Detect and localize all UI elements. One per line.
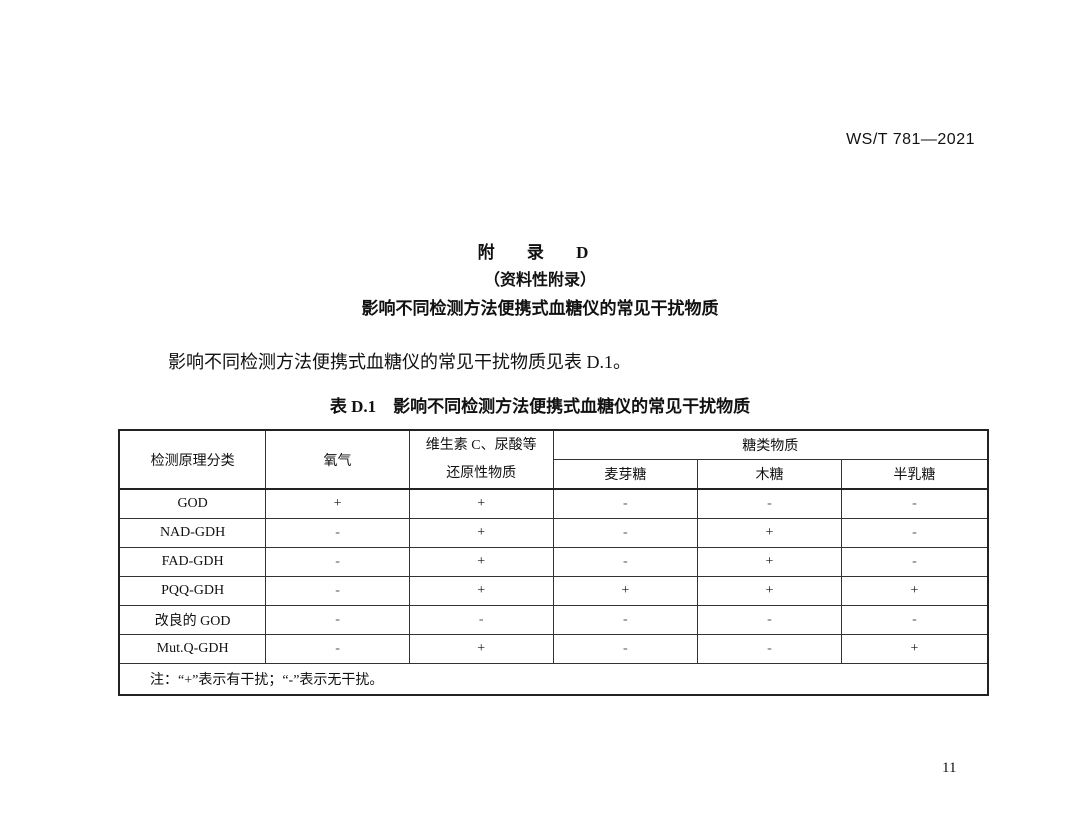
header-reducing-line1: 维生素 C、尿酸等 <box>425 437 537 453</box>
header-sugars: 糖类物质 <box>552 429 989 460</box>
interference-cell: - <box>697 488 842 519</box>
page-number: 11 <box>942 760 957 776</box>
header-galactose: 半乳糖 <box>840 459 989 490</box>
interference-cell: - <box>265 605 410 635</box>
interference-cell: - <box>265 576 410 606</box>
table-row: 改良的 GOD - - - - - <box>118 605 989 635</box>
interference-cell: - <box>408 605 554 635</box>
header-oxygen: 氧气 <box>265 429 410 490</box>
table-row: GOD + + - - - <box>118 488 989 519</box>
method-cell: NAD-GDH <box>118 518 267 548</box>
interference-cell: + <box>840 634 989 664</box>
interference-cell: + <box>697 547 842 577</box>
interference-cell: + <box>552 576 699 606</box>
interference-cell: - <box>265 634 410 664</box>
interference-cell: + <box>697 518 842 548</box>
interference-cell: + <box>840 576 989 606</box>
standard-number: WS/T 781—2021 <box>846 131 975 148</box>
interference-cell: - <box>552 518 699 548</box>
interference-cell: - <box>697 605 842 635</box>
interference-cell: + <box>408 547 554 577</box>
interference-cell: - <box>840 518 989 548</box>
header-reducing-line2: 还原性物质 <box>446 465 517 481</box>
interference-cell: - <box>840 488 989 519</box>
method-cell: 改良的 GOD <box>118 605 267 635</box>
header-method: 检测原理分类 <box>118 429 267 490</box>
table-row: PQQ-GDH - + + + + <box>118 576 989 606</box>
interference-cell: - <box>265 547 410 577</box>
intro-paragraph: 影响不同检测方法便携式血糖仪的常见干扰物质见表 D.1。 <box>168 352 631 372</box>
interference-table: 检测原理分类 氧气 维生素 C、尿酸等 还原性物质 糖类物质 麦芽糖 木糖 半乳… <box>118 429 989 696</box>
interference-cell: + <box>408 634 554 664</box>
interference-cell: + <box>697 576 842 606</box>
table-row: Mut.Q-GDH - + - - + <box>118 634 989 664</box>
interference-cell: - <box>840 547 989 577</box>
interference-cell: + <box>408 488 554 519</box>
interference-cell: + <box>408 518 554 548</box>
interference-cell: + <box>408 576 554 606</box>
interference-cell: - <box>552 547 699 577</box>
method-cell: FAD-GDH <box>118 547 267 577</box>
header-xylose: 木糖 <box>697 459 842 490</box>
appendix-subtitle: （资料性附录） <box>483 272 596 289</box>
interference-cell: - <box>697 634 842 664</box>
table-row: NAD-GDH - + - + - <box>118 518 989 548</box>
table-caption: 表 D.1 影响不同检测方法便携式血糖仪的常见干扰物质 <box>329 397 751 416</box>
appendix-title: 附 录 D <box>477 243 603 262</box>
interference-cell: - <box>552 605 699 635</box>
table-row: FAD-GDH - + - + - <box>118 547 989 577</box>
interference-cell: - <box>552 634 699 664</box>
interference-cell: - <box>265 518 410 548</box>
interference-cell: - <box>552 488 699 519</box>
method-cell: PQQ-GDH <box>118 576 267 606</box>
method-cell: GOD <box>118 488 267 519</box>
interference-cell: + <box>265 488 410 519</box>
interference-cell: - <box>840 605 989 635</box>
header-maltose: 麦芽糖 <box>552 459 699 490</box>
appendix-heading: 影响不同检测方法便携式血糖仪的常见干扰物质 <box>361 299 719 318</box>
header-reducing: 维生素 C、尿酸等 还原性物质 <box>408 429 554 490</box>
table-note: 注：“+”表示有干扰；“-”表示无干扰。 <box>118 663 989 696</box>
method-cell: Mut.Q-GDH <box>118 634 267 664</box>
